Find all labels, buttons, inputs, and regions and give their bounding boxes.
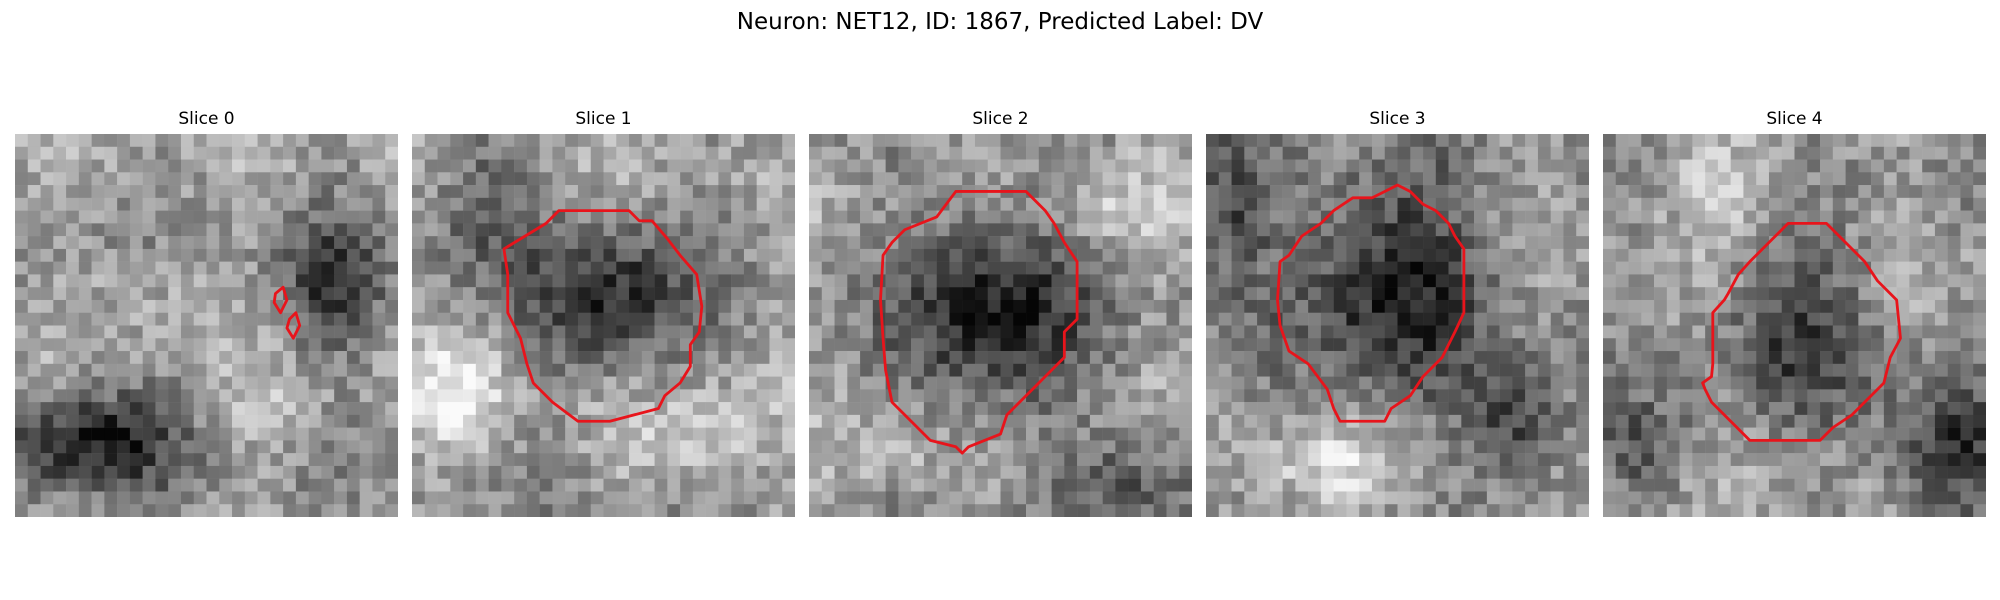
slice-2-pixels [809,134,1192,517]
slice-4-contour [1701,221,1902,442]
slice-3-image [1206,134,1589,517]
slice-2-contour [879,190,1079,455]
figure-title: Neuron: NET12, ID: 1867, Predicted Label… [736,9,1264,35]
slice-0-contour-0 [272,285,289,315]
slice-3-contour [1276,183,1466,423]
slice-1-pixels [412,134,795,517]
slice-1-title: Slice 1 [575,109,632,129]
slice-2-title: Slice 2 [972,109,1029,129]
slice-3-pixels [1206,134,1589,517]
slice-3-title: Slice 3 [1369,109,1426,129]
slice-1-contour [502,209,704,423]
slice-0-title: Slice 0 [178,109,235,129]
slice-2-image [809,134,1192,517]
slice-4-title: Slice 4 [1766,109,1823,129]
slice-4-image [1603,134,1986,517]
slice-4-pixels [1603,134,1986,517]
slice-0-contour-1 [285,311,302,340]
slice-0-image [15,134,398,517]
slice-0-pixels [15,134,398,517]
slice-1-image [412,134,795,517]
